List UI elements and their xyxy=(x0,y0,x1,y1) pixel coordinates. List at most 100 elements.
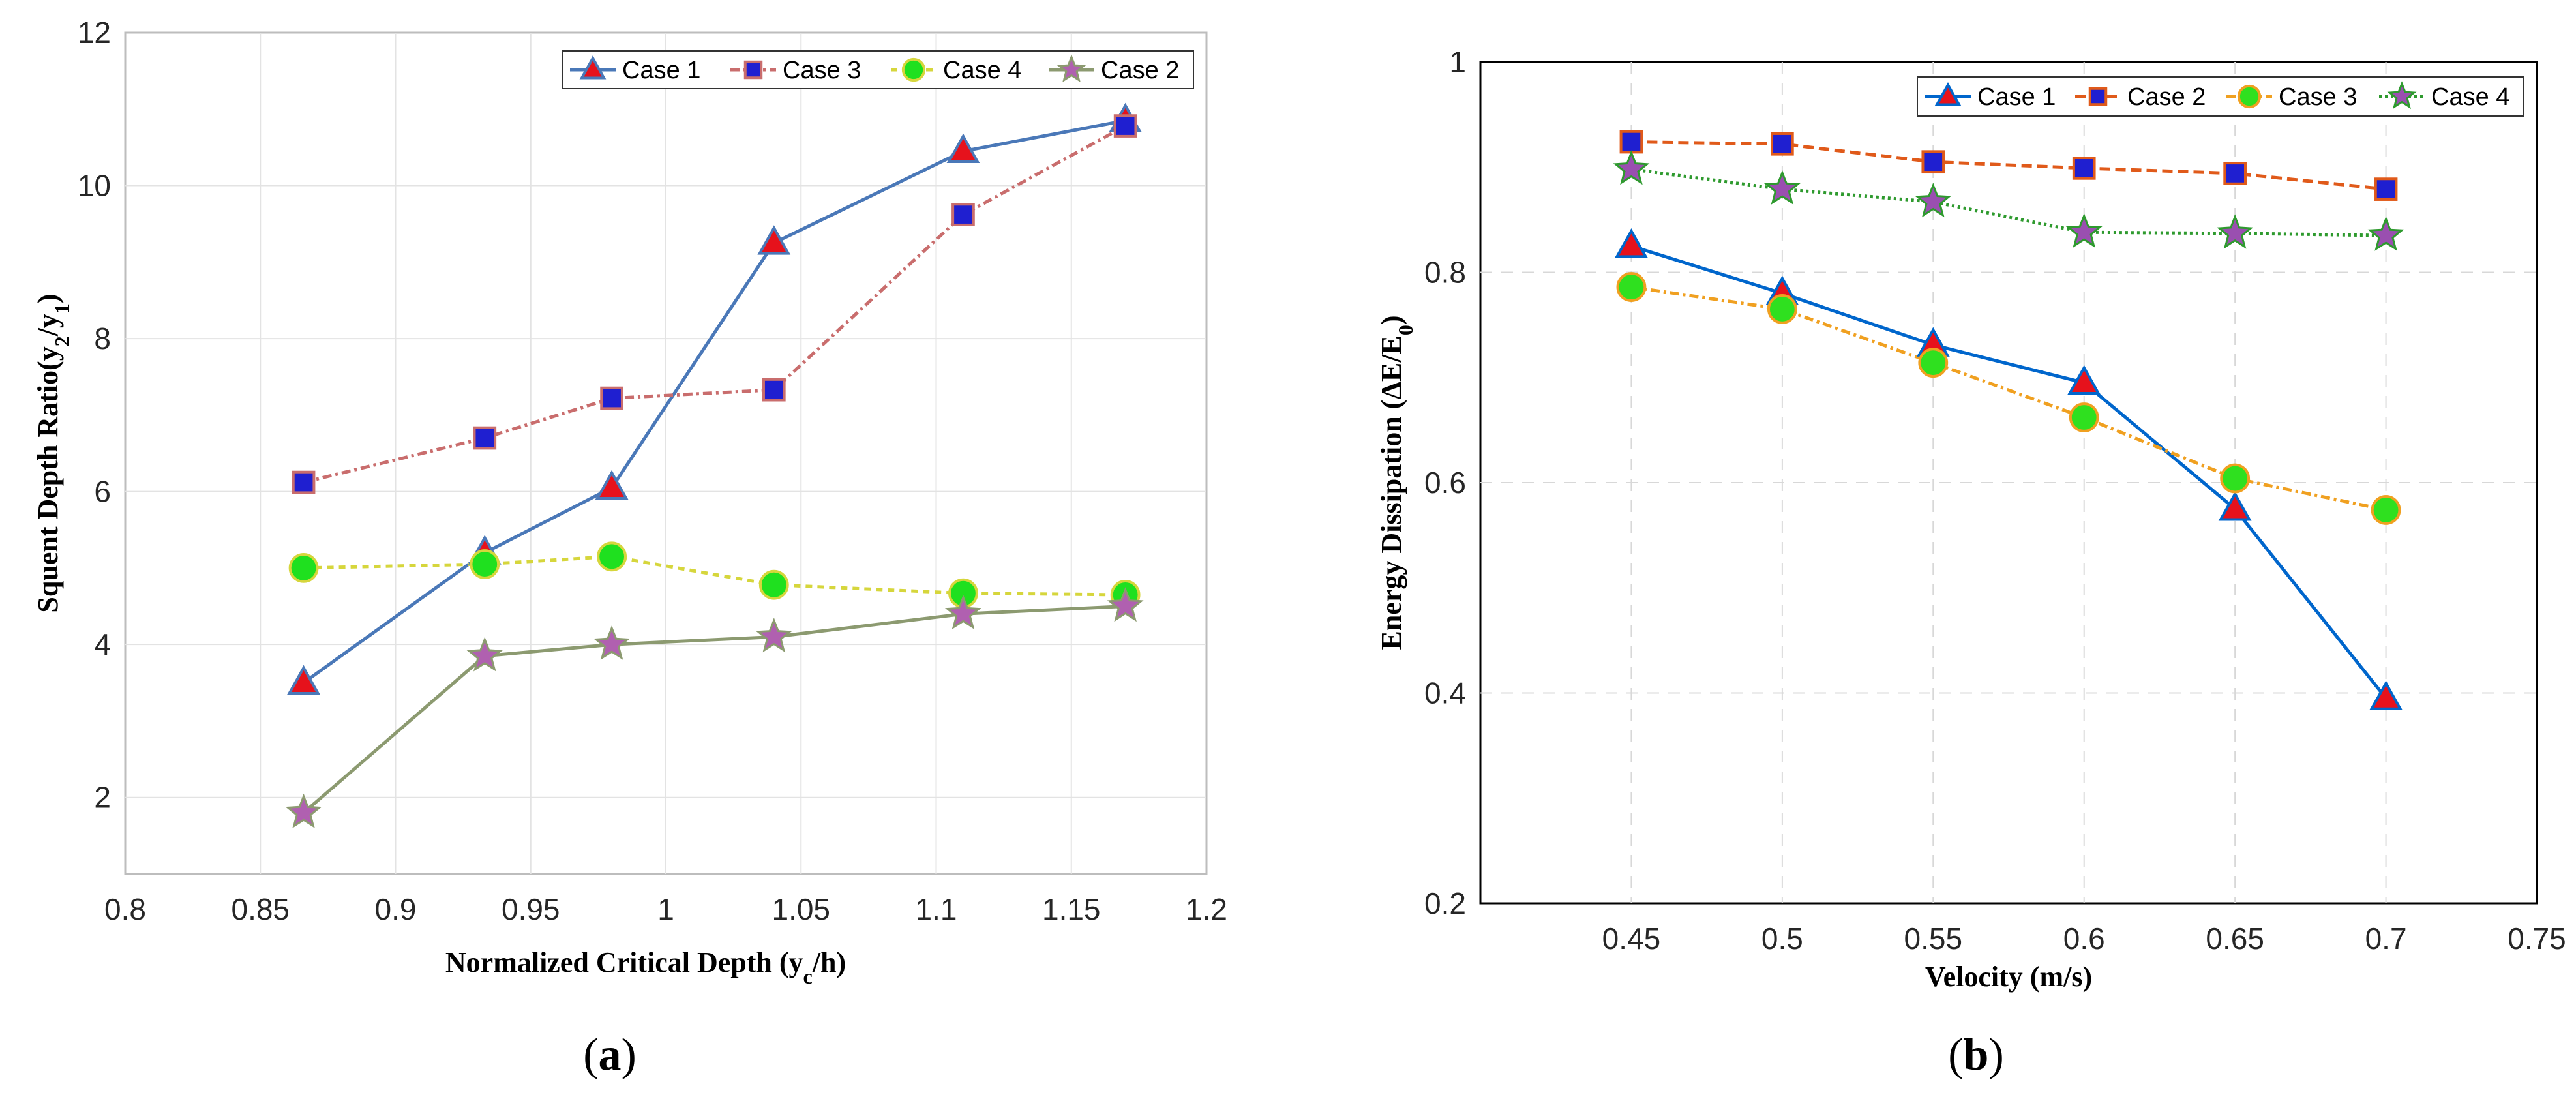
data-point-b-case-4 xyxy=(1763,170,1801,205)
data-point-a-case-1 xyxy=(946,133,980,163)
caption-a-letter: a xyxy=(599,1030,622,1080)
x-axis-title-a-part-2: /h) xyxy=(812,946,846,978)
data-point-b-case-1 xyxy=(2067,365,2101,395)
chart-panel-b: 0.45 0.5 0.55 0.6 0.65 0.7 0.75 0.2 0.4 0.6 0.8 1 C… xyxy=(1375,45,2566,1080)
y-axis-title-b-sub: 0 xyxy=(1394,325,1417,335)
tick-labels-a: 0.8 0.85 0.9 0.95 1 1.05 1.1 1.15 1.2 2 4 6 8 10 12 xyxy=(78,16,1227,926)
x-tick-label-b: 0.75 xyxy=(2508,922,2566,956)
y-axis-title-b: Energy Dissipation (ΔE/E0) xyxy=(1375,316,1417,650)
data-point-a-case-2 xyxy=(945,594,981,630)
x-axis-title-b: Velocity (m/s) xyxy=(1925,961,2092,993)
legend-b: Case 1 Case 2 Case 3 Case 4 xyxy=(1917,76,2524,117)
data-point-a-case-4 xyxy=(288,553,319,583)
x-tick-label-a: 1.1 xyxy=(916,892,957,926)
data-point-a-case-4 xyxy=(597,541,627,572)
data-point-a-case-3 xyxy=(292,470,316,494)
y-tick-label-b: 0.2 xyxy=(1424,886,1466,920)
data-point-a-case-1 xyxy=(757,225,791,255)
legend-marker-b-1 xyxy=(2088,87,2108,106)
y-axis-title-a-part-3: ) xyxy=(32,294,64,303)
data-point-a-case-3 xyxy=(762,378,786,402)
data-point-a-case-1 xyxy=(595,470,629,500)
legend-marker-a-0 xyxy=(579,55,607,80)
y-tick-label-a: 10 xyxy=(78,169,111,203)
x-tick-label-b: 0.6 xyxy=(2063,922,2105,956)
legend-marker-a-1 xyxy=(743,60,763,80)
y-tick-label-a: 4 xyxy=(94,627,111,661)
legend-label-b-3: Case 4 xyxy=(2431,83,2509,111)
data-point-a-case-2 xyxy=(755,618,792,653)
x-tick-label-a: 0.95 xyxy=(502,892,560,926)
data-point-b-case-1 xyxy=(2369,680,2403,710)
legend-label-a-3: Case 2 xyxy=(1101,57,1179,84)
y-axis-title-b-part-1: Energy Dissipation (ΔE/E xyxy=(1375,335,1407,650)
data-point-b-case-2 xyxy=(2223,162,2247,185)
data-point-a-case-2 xyxy=(593,625,631,660)
x-tick-label-b: 0.65 xyxy=(2206,922,2264,956)
y-axis-title-a-part-1: Squent Depth Ratio(y xyxy=(32,346,64,612)
x-tick-label-a: 0.85 xyxy=(231,892,290,926)
x-tick-label-b: 0.45 xyxy=(1602,922,1661,956)
series-line-a-case-1 xyxy=(303,119,1126,684)
y-tick-label-b: 0.8 xyxy=(1424,256,1466,290)
data-point-b-case-2 xyxy=(1921,150,1945,174)
y-axis-title-a-part-2: /y xyxy=(32,314,64,337)
data-point-b-case-4 xyxy=(2217,214,2254,249)
legend-marker-b-3 xyxy=(2387,81,2417,110)
data-point-a-case-4 xyxy=(758,569,789,600)
data-point-a-case-3 xyxy=(473,426,497,450)
x-axis-title-a: Normalized Critical Depth (yc/h) xyxy=(445,946,846,988)
data-point-b-case-3 xyxy=(2371,495,2401,525)
data-point-b-case-1 xyxy=(1615,228,1648,258)
data-point-b-case-4 xyxy=(1915,183,1952,218)
y-tick-label-a: 12 xyxy=(78,16,111,50)
legend-marker-b-0 xyxy=(1934,82,1962,106)
x-tick-label-b: 0.7 xyxy=(2365,922,2407,956)
data-point-b-case-1 xyxy=(2218,491,2252,521)
y-tick-label-b: 0.6 xyxy=(1424,466,1466,500)
data-point-b-case-3 xyxy=(1767,294,1797,324)
y-tick-label-a: 8 xyxy=(94,322,111,355)
legend-label-a-1: Case 3 xyxy=(783,57,861,84)
legend-marker-a-3 xyxy=(1056,54,1086,83)
data-point-b-case-2 xyxy=(2374,177,2398,201)
caption-b-letter: b xyxy=(1964,1030,1989,1080)
y-axis-title-a-sub-2: 1 xyxy=(50,303,74,314)
series-line-a-case-3 xyxy=(303,124,1126,485)
y-tick-label-a: 2 xyxy=(94,781,111,815)
tick-labels-b: 0.45 0.5 0.55 0.6 0.65 0.7 0.75 0.2 0.4 0.6 0.8 1 xyxy=(1424,45,2566,956)
series-line-a-case-2 xyxy=(302,605,1126,815)
data-point-a-case-2 xyxy=(466,637,503,672)
series-lines-b xyxy=(1630,140,2388,700)
data-point-a-case-3 xyxy=(600,386,623,410)
legend-label-b-2: Case 3 xyxy=(2279,83,2357,111)
x-axis-title-a-sub: c xyxy=(803,965,813,988)
data-point-b-case-2 xyxy=(1771,132,1794,156)
legend-label-a-2: Case 4 xyxy=(943,57,1021,84)
series-lines-a xyxy=(302,119,1126,815)
legend-marker-b-2 xyxy=(2237,84,2262,109)
x-tick-label-b: 0.55 xyxy=(1904,922,1963,956)
caption-a: (a) xyxy=(583,1030,637,1080)
x-tick-label-a: 1.05 xyxy=(771,892,830,926)
data-point-a-case-2 xyxy=(285,793,322,828)
data-point-b-case-3 xyxy=(1918,348,1949,378)
grid-b xyxy=(1480,62,2537,903)
data-point-b-case-3 xyxy=(2220,463,2251,494)
caption-b: (b) xyxy=(1948,1030,2004,1080)
x-axis-title-b-part-1: Velocity (m/s) xyxy=(1925,961,2092,993)
x-tick-label-a: 1.2 xyxy=(1186,892,1227,926)
series-line-b-case-2 xyxy=(1631,140,2386,191)
y-axis-title-a-sub-1: 2 xyxy=(50,336,74,346)
x-tick-label-a: 0.8 xyxy=(104,892,146,926)
series-line-b-case-1 xyxy=(1630,244,2388,700)
data-point-b-case-4 xyxy=(2065,213,2103,248)
x-axis-title-a-part-1: Normalized Critical Depth (y xyxy=(445,946,803,978)
data-point-a-case-2 xyxy=(1107,587,1144,622)
data-point-b-case-3 xyxy=(2069,402,2099,432)
y-tick-label-b: 1 xyxy=(1449,45,1466,79)
legend-marker-a-2 xyxy=(901,57,926,82)
data-point-b-case-2 xyxy=(1619,130,1643,154)
data-point-b-case-2 xyxy=(2072,157,2096,180)
